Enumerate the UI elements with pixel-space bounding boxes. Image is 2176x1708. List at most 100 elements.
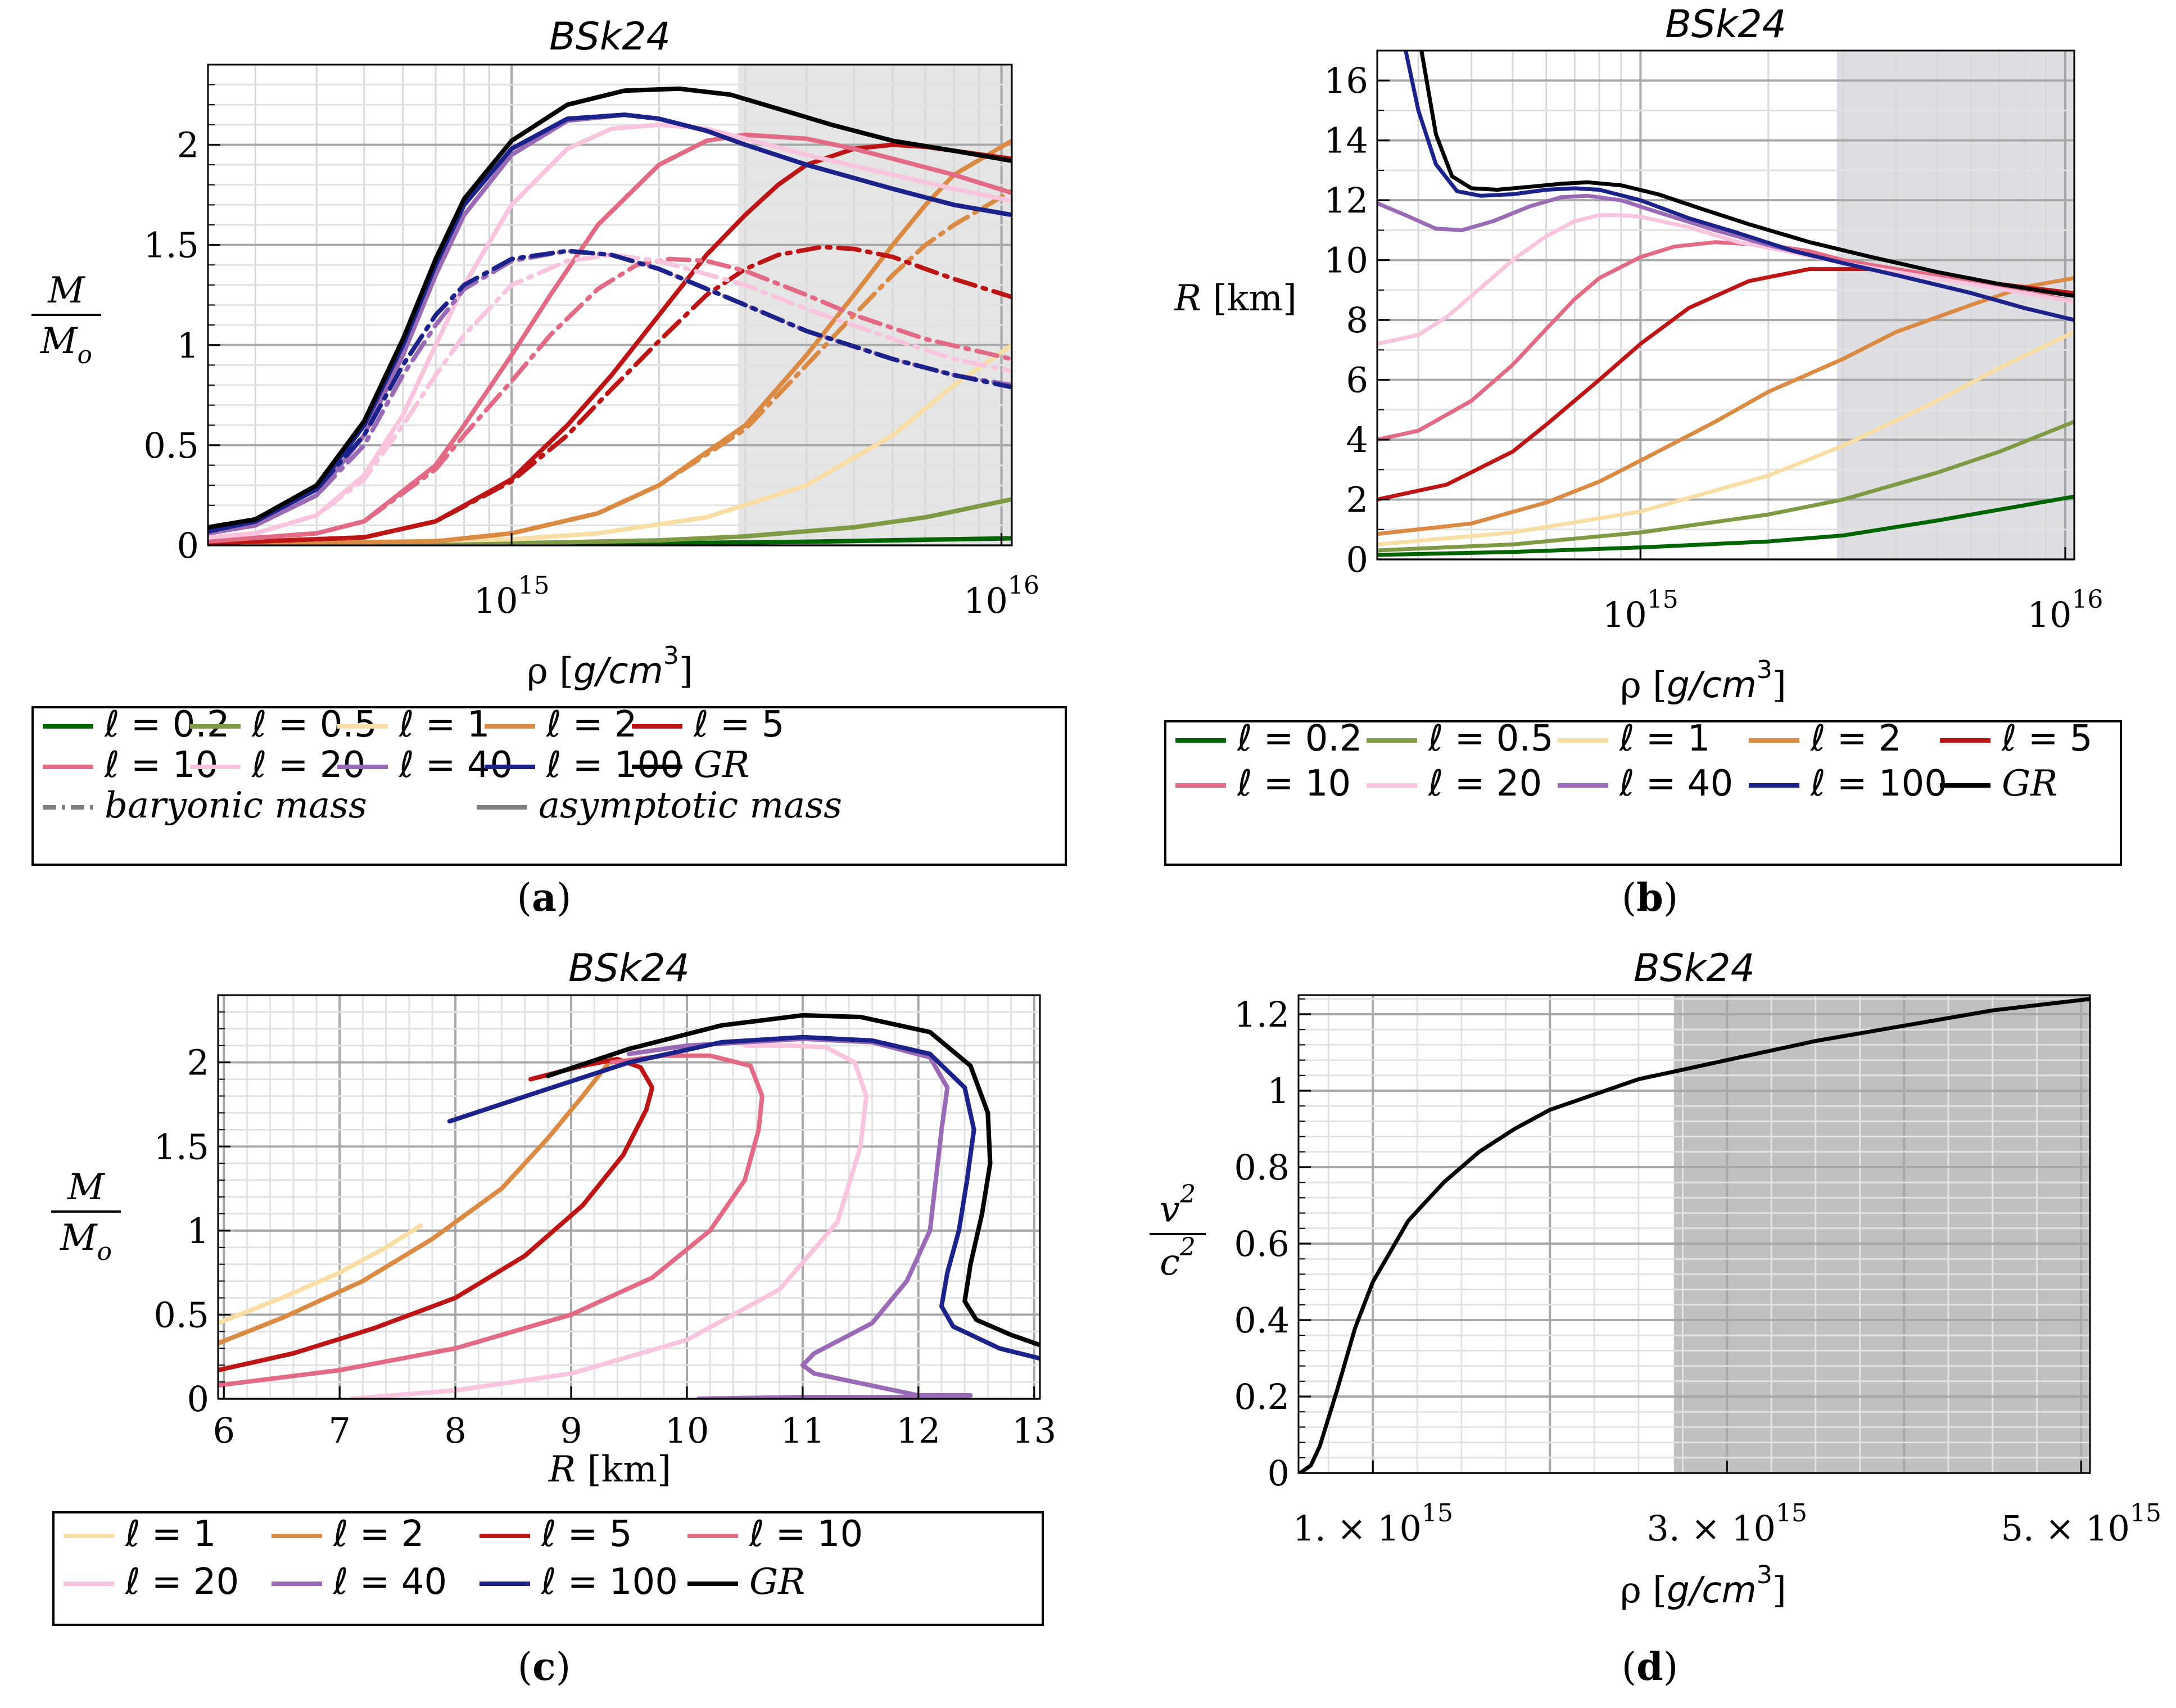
legend-item: ℓ = 40 [272, 1561, 447, 1603]
legend-label: ℓ = 2 [333, 1513, 424, 1555]
legend: ℓ = 1 ℓ = 2 ℓ = 5 ℓ = 10 ℓ = 20 ℓ = 40 ℓ = 100… [52, 1511, 1044, 1626]
legend-item: ℓ = 100 [485, 744, 683, 786]
series-line-0 [1377, 494, 2074, 557]
panel-caption: (d) [1622, 1644, 1679, 1689]
legend-label: ℓ = 20 [125, 1561, 239, 1603]
legend-item: GR [632, 744, 749, 786]
x-tick-label: 1. × 1015 [1293, 1499, 1453, 1549]
legend-label: ℓ = 20 [1428, 763, 1542, 805]
y-axis-label: M Mo [31, 270, 101, 369]
shaded-region [1836, 51, 2074, 559]
y-tick-label: 1.5 [153, 1126, 209, 1167]
legend-item: ℓ = 20 [1367, 763, 1542, 805]
legend-item: ℓ = 10 [687, 1513, 863, 1555]
y-tick-label: 1.2 [1234, 994, 1290, 1035]
legend-label: ℓ = 10 [1237, 763, 1351, 805]
series-line-3 [218, 1053, 764, 1388]
legend-label: baryonic mass [105, 785, 367, 826]
y-tick-label: 2 [177, 125, 199, 166]
legend-label: ℓ = 2 [546, 704, 637, 745]
panel-d: 0 0.2 0.4 0.6 0.8 1 1.2 1. × 1015 3. × 1015 5. × … [1150, 946, 2161, 1689]
legend-label: ℓ = 1 [399, 704, 490, 745]
legend-item: baryonic mass [43, 785, 367, 826]
legend-label: GR [694, 744, 749, 786]
series-group [208, 86, 1012, 545]
legend-label: GR [2002, 763, 2057, 805]
legend-item: GR [687, 1561, 805, 1603]
legend-label: GR [749, 1561, 805, 1603]
x-tick-label: 10 [665, 1410, 709, 1451]
y-tick-label: 0.5 [153, 1294, 209, 1335]
panel-caption: (a) [517, 875, 571, 920]
y-tick-label: 2 [187, 1042, 209, 1083]
y-tick-label: 12 [1324, 180, 1368, 221]
legend-item: ℓ = 2 [1749, 718, 1901, 760]
legend-item: ℓ = 10 [1175, 763, 1351, 805]
series-group [218, 1013, 1040, 1399]
legend-label: ℓ = 1 [125, 1513, 216, 1555]
y-tick-label: 0.2 [1234, 1376, 1290, 1417]
svg-text:M: M [47, 270, 85, 311]
y-tick-label: 1 [187, 1210, 209, 1251]
legend-item: ℓ = 100 [479, 1561, 678, 1603]
y-tick-label: 1.5 [143, 225, 199, 266]
x-axis-label: R [km] [548, 1449, 671, 1490]
y-axis-label: M Mo [51, 1167, 121, 1266]
legend-item: ℓ = 20 [64, 1561, 239, 1603]
y-tick-label: 4 [1346, 419, 1368, 460]
x-axis-label: ρ [g/cm3] [527, 641, 693, 692]
x-tick-label: 8 [444, 1410, 466, 1451]
panel-caption: (c) [518, 1644, 571, 1689]
panel-b: 0 2 4 6 8 10 12 14 16 1015 1016 BSk24 ρ [g/cm3] R [km… [1164, 2, 2122, 920]
legend-item: ℓ = 5 [1940, 718, 2092, 760]
y-tick-label: 1 [1268, 1070, 1290, 1111]
x-tick-label: 13 [1012, 1410, 1056, 1451]
chart-title: BSk24 [568, 946, 690, 991]
x-tick-label: 9 [560, 1410, 582, 1451]
series-line-7 [545, 1013, 1040, 1348]
x-tick-label: 5. × 1015 [2001, 1499, 2161, 1549]
series-line-4 [349, 1043, 869, 1399]
series-line-6 [447, 1034, 1040, 1361]
legend-label: ℓ = 40 [333, 1561, 447, 1603]
y-tick-label: 0.8 [1234, 1147, 1290, 1188]
chart-title: BSk24 [1665, 2, 1786, 47]
x-tick-label: 3. × 1015 [1647, 1499, 1807, 1549]
chart-title: BSk24 [549, 15, 671, 59]
plot-frame [1376, 49, 2075, 561]
chart-title: BSk24 [1634, 946, 1755, 991]
legend-item: asymptotic mass [477, 785, 842, 826]
series-line-2 [208, 342, 1012, 545]
y-tick-label: 1 [177, 325, 199, 366]
y-tick-label: 0 [1268, 1453, 1290, 1494]
legend-item: ℓ = 2 [272, 1513, 424, 1555]
series-line-9 [1419, 51, 2074, 298]
x-axis-label: ρ [g/cm3] [1620, 1561, 1786, 1611]
legend-label: ℓ = 0.2 [1237, 718, 1363, 760]
legend-label: ℓ = 5 [541, 1513, 632, 1555]
svg-text:c2: c2 [1160, 1233, 1196, 1284]
series-line-1 [1377, 419, 2074, 553]
y-tick-label: 0 [1346, 539, 1368, 580]
y-tick-label: 0.6 [1234, 1223, 1290, 1264]
y-tick-label: 16 [1324, 60, 1368, 101]
series-group [1377, 51, 2074, 557]
y-tick-label: 6 [1346, 360, 1368, 401]
x-tick-label: 1016 [2028, 585, 2103, 635]
legend-item: ℓ = 2 [485, 704, 637, 745]
legend-item: ℓ = 1 [1558, 718, 1710, 760]
y-tick-label: 0.4 [1234, 1300, 1290, 1341]
legend-label: asymptotic mass [539, 785, 842, 826]
series-group [1299, 997, 2090, 1473]
series-line-6 [1377, 213, 2074, 346]
panel-caption: (b) [1622, 875, 1679, 920]
legend-label: ℓ = 2 [1810, 718, 1901, 760]
svg-text:v2: v2 [1160, 1180, 1196, 1231]
legend-item: ℓ = 40 [1558, 763, 1733, 805]
x-tick-label: 1016 [963, 571, 1039, 621]
y-tick-label: 8 [1346, 300, 1368, 341]
y-tick-label: 10 [1324, 240, 1368, 281]
series-line-8 [208, 256, 1012, 544]
y-tick-label: 2 [1346, 480, 1368, 521]
